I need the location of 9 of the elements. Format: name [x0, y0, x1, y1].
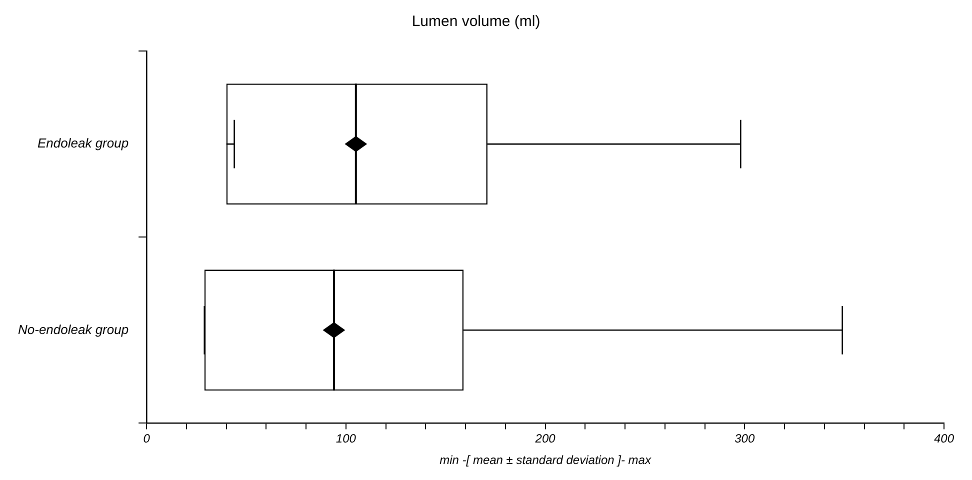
x-tick-label: 400 [934, 432, 954, 446]
y-tick-label: Endoleak group [38, 136, 129, 151]
x-tick-label: 100 [336, 432, 356, 446]
x-axis-title: min -[ mean ± standard deviation ]- max [440, 453, 652, 468]
y-tick-label: No-endoleak group [18, 322, 129, 337]
x-tick-label: 0 [143, 432, 150, 446]
x-tick-label: 300 [734, 432, 755, 446]
x-tick-label: 200 [534, 432, 556, 446]
chart-title: Lumen volume (ml) [412, 13, 540, 30]
